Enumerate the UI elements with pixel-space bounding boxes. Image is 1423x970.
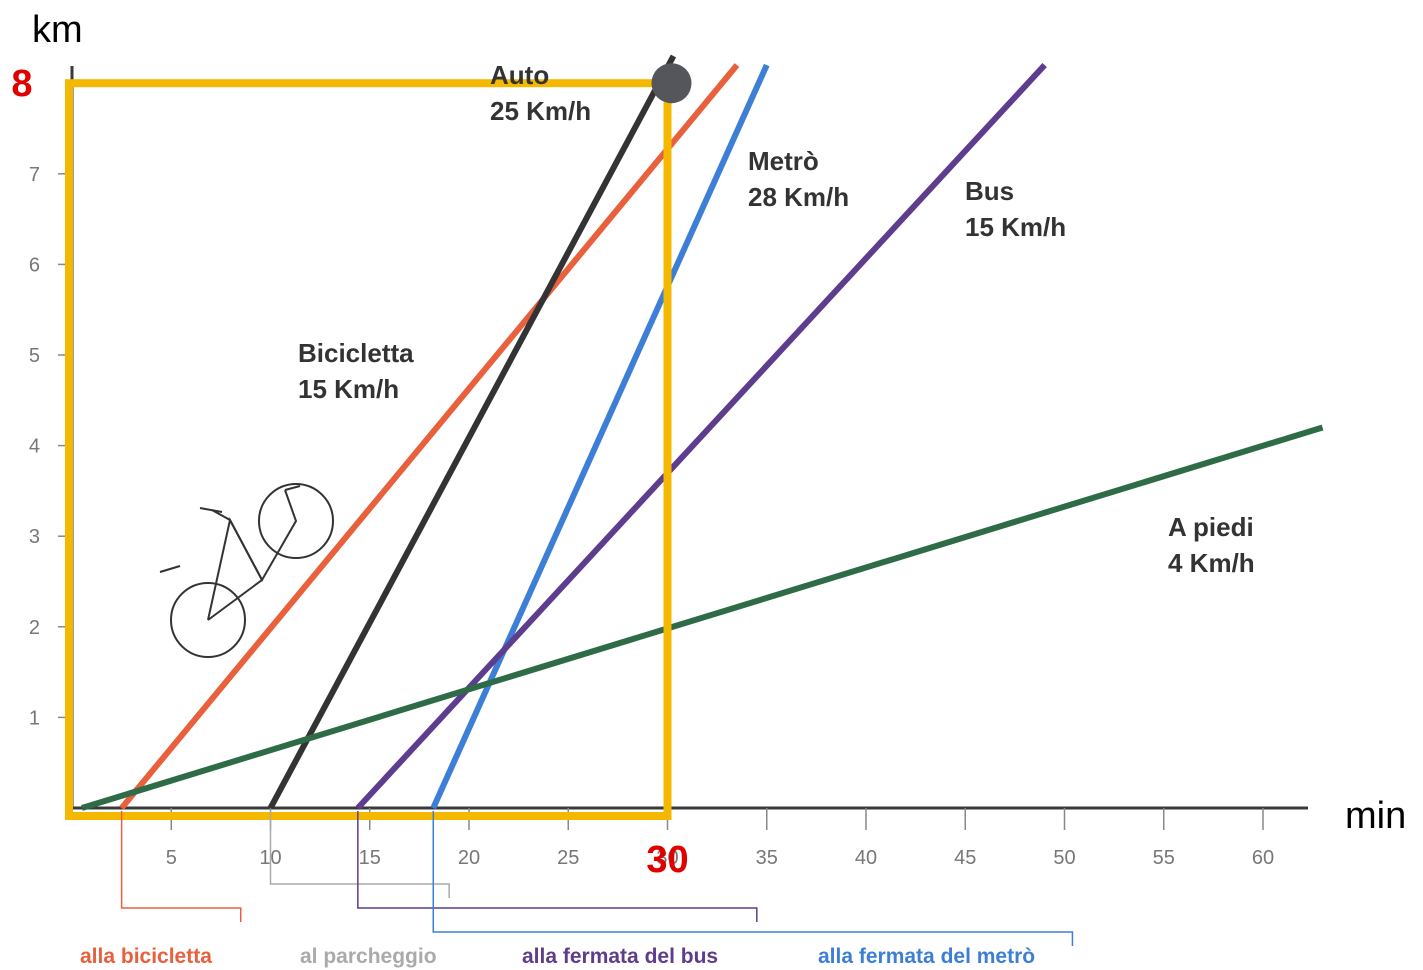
x-tick-label: 55 <box>1153 847 1175 869</box>
bike-rear-wheel <box>170 582 246 658</box>
x-tick-label: 50 <box>1053 847 1075 869</box>
bike-pedal <box>159 565 181 573</box>
highlight-box: 30 8 <box>11 63 692 881</box>
x-tick-label: 45 <box>954 847 976 869</box>
bracket-line <box>269 811 450 898</box>
y-tick-label: 2 <box>29 617 40 639</box>
bike-frame-rear <box>207 517 264 621</box>
x-tick-label: 15 <box>359 847 381 869</box>
bracket-label: alla fermata del bus <box>522 945 718 968</box>
series-label-metro: Metrò <box>748 146 819 176</box>
x-tick-label: 20 <box>458 847 480 869</box>
legend-brackets: alla bicicletta al parcheggio alla fermata… <box>80 811 1074 968</box>
y-axis-label: km <box>32 9 83 51</box>
highlight-y-label: 8 <box>11 63 32 105</box>
series-label-bicicletta: Bicicletta <box>298 338 414 368</box>
bracket-label: alla bicicletta <box>80 945 212 968</box>
series-speed-bus: 15 Km/h <box>965 212 1066 242</box>
bracket-line <box>120 811 242 922</box>
x-tick-label: 5 <box>166 847 177 869</box>
highlight-x-label: 30 <box>646 839 688 881</box>
series-label-piedi: A piedi <box>1168 512 1254 542</box>
y-tick-label: 1 <box>29 707 40 729</box>
y-tick-label: 7 <box>29 164 40 186</box>
y-tick-label: 3 <box>29 526 40 548</box>
bike-front-wheel <box>258 483 334 559</box>
bicycle-icon <box>159 483 334 658</box>
bike-handlebar <box>284 485 301 491</box>
highlight-rect <box>65 79 672 820</box>
bracket-line <box>432 811 1074 946</box>
bike-frame-front <box>229 489 298 583</box>
x-axis-label: min <box>1345 795 1406 837</box>
x-tick-label: 25 <box>557 847 579 869</box>
highlight-marker <box>651 63 692 104</box>
series-speed-metro: 28 Km/h <box>748 182 849 212</box>
y-tick-label: 4 <box>29 436 40 458</box>
x-tick-label: 40 <box>855 847 877 869</box>
y-tick-label: 6 <box>29 254 40 276</box>
bike-saddle <box>199 507 223 513</box>
series-labels: Bicicletta 15 Km/h Auto 25 Km/h Metrò 28 Km/h… <box>298 60 1255 578</box>
series-lines <box>81 54 1324 811</box>
y-tick-label: 5 <box>29 345 40 367</box>
bracket-label: al parcheggio <box>300 945 437 968</box>
series-line-bus <box>355 63 1047 811</box>
bracket-line <box>357 811 758 922</box>
series-label-bus: Bus <box>965 176 1014 206</box>
series-label-auto: Auto <box>490 60 549 90</box>
x-tick-label: 60 <box>1252 847 1274 869</box>
series-line-bicicletta <box>119 63 740 810</box>
x-tick-label: 35 <box>756 847 778 869</box>
series-speed-bicicletta: 15 Km/h <box>298 374 399 404</box>
series-line-metro <box>430 63 770 810</box>
x-tick-label: 30 <box>656 847 678 869</box>
series-line-piedi <box>81 424 1324 811</box>
series-line-auto <box>267 54 677 810</box>
series-speed-piedi: 4 Km/h <box>1168 548 1255 578</box>
bracket-label: alla fermata del metrò <box>818 945 1035 968</box>
series-speed-auto: 25 Km/h <box>490 96 591 126</box>
